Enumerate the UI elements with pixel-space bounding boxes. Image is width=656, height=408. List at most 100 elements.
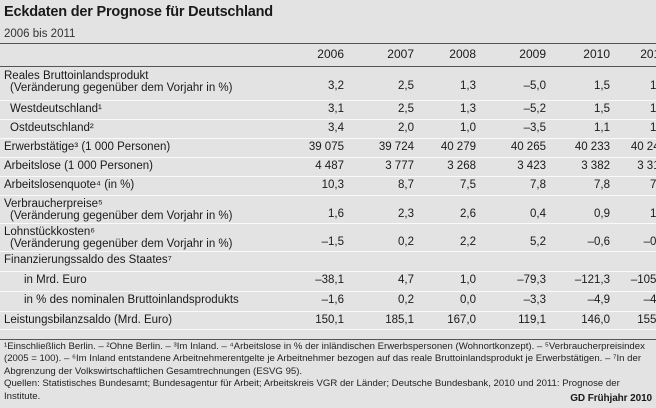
table-cell: 1,5 bbox=[594, 103, 610, 115]
table-cell: 167,0 bbox=[447, 314, 476, 326]
row-label-sub: (Veränderung gegenüber dem Vorjahr in %) bbox=[10, 210, 233, 222]
row-label-sub: (Veränderung gegenüber dem Vorjahr in %) bbox=[10, 82, 233, 94]
table-cell: 40 233 bbox=[574, 141, 610, 153]
table-cell: 1,3 bbox=[460, 80, 476, 92]
table-cell: 0,0 bbox=[460, 294, 476, 306]
table-cell: 1,4 bbox=[650, 80, 656, 92]
table-cell: 7,8 bbox=[530, 179, 546, 191]
table-row: Arbeitslosenquote⁴ (in %) 10,3 8,7 7,5 7,8 7,… bbox=[0, 177, 656, 196]
table-body: Reales Bruttoinlandsprodukt (Veränderung … bbox=[0, 68, 656, 330]
row-label: Ostdeutschland² bbox=[10, 122, 94, 134]
table-cell: –4,2 bbox=[643, 294, 656, 306]
row-label: Finanzierungssaldo des Staates⁷ bbox=[4, 254, 172, 266]
table-cell: 39 075 bbox=[308, 141, 344, 153]
table-cell: 1,0 bbox=[460, 274, 476, 286]
table-cell: 3,2 bbox=[328, 80, 344, 92]
table-cell: 0,4 bbox=[530, 208, 546, 220]
table-cell: 3,4 bbox=[328, 122, 344, 134]
header-rule bbox=[0, 66, 656, 67]
bottom-rule bbox=[0, 339, 656, 340]
table-cell: –1,6 bbox=[321, 294, 344, 306]
table-cell: 2,6 bbox=[460, 208, 476, 220]
table-cell: –79,3 bbox=[517, 274, 546, 286]
table-cell: 8,7 bbox=[398, 179, 414, 191]
table-cell: –1,5 bbox=[321, 236, 344, 248]
table-cell: 1,4 bbox=[650, 103, 656, 115]
table-cell: 39 724 bbox=[378, 141, 414, 153]
row-label-text: Verbraucherpreise⁵ bbox=[4, 198, 103, 210]
table-cell: 3,1 bbox=[328, 103, 344, 115]
row-label-sub: (Veränderung gegenüber dem Vorjahr in %) bbox=[10, 238, 233, 250]
table-cell: –38,1 bbox=[315, 274, 344, 286]
table-cell: 5,2 bbox=[530, 236, 546, 248]
row-label: Leistungsbilanzsaldo (Mrd. Euro) bbox=[4, 314, 172, 326]
table-cell: 7,6 bbox=[650, 179, 656, 191]
row-label: Erwerbstätige³ (1 000 Personen) bbox=[4, 141, 170, 153]
table-cell: 2,3 bbox=[398, 208, 414, 220]
row-label-text: Reales Bruttoinlandsprodukt bbox=[4, 70, 149, 82]
row-label-text: Ostdeutschland² bbox=[10, 122, 94, 134]
table-cell: 3 313 bbox=[637, 160, 656, 172]
row-label: Verbraucherpreise⁵ (Veränderung gegenüber… bbox=[4, 198, 232, 222]
table-row: Erwerbstätige³ (1 000 Personen) 39 075 39 … bbox=[0, 139, 656, 158]
table-cell: 3 268 bbox=[447, 160, 476, 172]
year-header-row: 2006 2007 2008 2009 2010 2011 bbox=[0, 47, 656, 65]
table-row: in Mrd. Euro –38,1 4,7 1,0 –79,3 –121,3 –105,0 bbox=[0, 272, 656, 292]
table-cell: –121,3 bbox=[574, 274, 610, 286]
year-header: 2007 bbox=[387, 47, 414, 61]
row-label: Arbeitslosenquote⁴ (in %) bbox=[4, 179, 134, 191]
table-row: Reales Bruttoinlandsprodukt (Veränderung … bbox=[0, 68, 656, 101]
table-cell: 1,6 bbox=[328, 208, 344, 220]
row-label: in Mrd. Euro bbox=[24, 274, 87, 286]
row-label: Arbeitslose (1 000 Personen) bbox=[4, 160, 153, 172]
row-label-text: Erwerbstätige³ (1 000 Personen) bbox=[4, 141, 171, 153]
row-label-text: Arbeitslose (1 000 Personen) bbox=[4, 160, 153, 172]
page-title: Eckdaten der Prognose für Deutschland bbox=[4, 4, 273, 20]
table-cell: 0,2 bbox=[398, 236, 414, 248]
table-cell: 40 265 bbox=[510, 141, 546, 153]
table-cell: –4,9 bbox=[587, 294, 610, 306]
table-cell: 2,2 bbox=[460, 236, 476, 248]
table-cell: 7,5 bbox=[460, 179, 476, 191]
table-row: Finanzierungssaldo des Staates⁷ bbox=[0, 252, 656, 272]
table-cell: 0,9 bbox=[594, 208, 610, 220]
row-label-text: Finanzierungssaldo des Staates⁷ bbox=[4, 254, 172, 266]
table-row: Leistungsbilanzsaldo (Mrd. Euro) 150,1 185… bbox=[0, 312, 656, 330]
row-label: Lohnstückkosten⁶ (Veränderung gegenüber d… bbox=[4, 226, 232, 250]
table-cell: –0,6 bbox=[587, 236, 610, 248]
row-label: Reales Bruttoinlandsprodukt (Veränderung … bbox=[4, 70, 232, 94]
table-cell: 119,1 bbox=[518, 314, 546, 326]
year-header: 2011 bbox=[640, 47, 656, 61]
source-brand: GD Frühjahr 2010 bbox=[570, 393, 652, 404]
page-subtitle: 2006 bis 2011 bbox=[4, 28, 76, 40]
year-header: 2006 bbox=[317, 47, 344, 61]
table-cell: 1,1 bbox=[594, 122, 610, 134]
footnotes: ¹Einschließlich Berlin. – ²Ohne Berlin. … bbox=[4, 341, 652, 403]
table-cell: 0,2 bbox=[398, 294, 414, 306]
row-label-text: Leistungsbilanzsaldo (Mrd. Euro) bbox=[4, 314, 173, 326]
table-row: Ostdeutschland² 3,4 2,0 1,0 –3,5 1,1 1,3 bbox=[0, 120, 656, 139]
table-row: in % des nominalen Bruttoinlandsprodukts… bbox=[0, 292, 656, 312]
row-label-text: in % des nominalen Bruttoinlandsprodukts bbox=[24, 294, 239, 306]
table-cell: 150,1 bbox=[315, 314, 344, 326]
table-cell: 1,3 bbox=[460, 103, 476, 115]
table-cell: 7,8 bbox=[594, 179, 610, 191]
table-cell: 1,0 bbox=[650, 208, 656, 220]
table-cell: 10,3 bbox=[321, 179, 344, 191]
table-cell: 40 249 bbox=[630, 141, 656, 153]
table-cell: –3,3 bbox=[523, 294, 546, 306]
table-row: Lohnstückkosten⁶ (Veränderung gegenüber d… bbox=[0, 224, 656, 252]
row-label: Westdeutschland¹ bbox=[10, 103, 102, 115]
table-cell: 1,3 bbox=[650, 122, 656, 134]
table-cell: –105,0 bbox=[630, 274, 656, 286]
table-cell: 4,7 bbox=[398, 274, 414, 286]
table-cell: –0,2 bbox=[643, 236, 656, 248]
table-cell: 3 382 bbox=[581, 160, 610, 172]
row-label: in % des nominalen Bruttoinlandsprodukts bbox=[24, 294, 239, 306]
table-cell: 1,5 bbox=[594, 80, 610, 92]
table-cell: 155,0 bbox=[637, 314, 656, 326]
row-label-text: Arbeitslosenquote⁴ (in %) bbox=[4, 179, 135, 191]
sources-text: Quellen: Statistisches Bundesamt; Bundes… bbox=[4, 378, 620, 402]
row-label-text: Westdeutschland¹ bbox=[10, 103, 102, 115]
